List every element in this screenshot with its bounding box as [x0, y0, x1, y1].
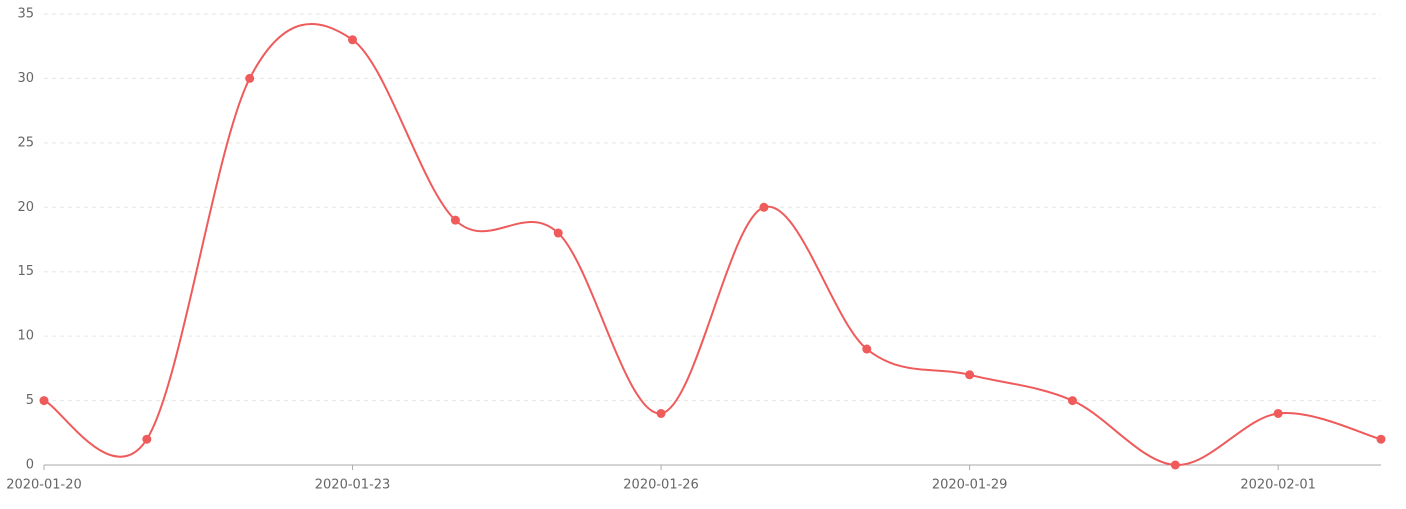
x-tick-label: 2020-01-26: [623, 478, 699, 493]
x-tick-label: 2020-01-29: [932, 478, 1008, 493]
point: [656, 408, 666, 418]
y-tick-label: 10: [17, 329, 34, 344]
y-tick-label: 20: [17, 200, 34, 215]
point: [965, 370, 975, 380]
point: [142, 434, 152, 444]
point: [1273, 408, 1283, 418]
line: [43, 23, 1382, 467]
y-tick-label: 5: [26, 393, 34, 408]
x-tick-label: 2020-01-23: [315, 478, 391, 493]
y-tick-label: 25: [17, 135, 34, 150]
point: [348, 35, 358, 45]
y-tick-label: 35: [17, 7, 34, 22]
point: [39, 396, 49, 406]
point: [862, 344, 872, 354]
point: [450, 215, 460, 225]
y-tick-label: 30: [17, 71, 34, 86]
y-tick-label: 0: [26, 458, 34, 473]
point: [1170, 460, 1180, 470]
x-tick-label: 2020-01-20: [6, 478, 82, 493]
point: [245, 73, 255, 83]
point: [1067, 396, 1077, 406]
point: [553, 228, 563, 238]
x-tick-label: 2020-02-01: [1240, 478, 1316, 493]
point: [759, 202, 769, 212]
y-tick-label: 15: [17, 264, 34, 279]
point: [1376, 434, 1386, 444]
